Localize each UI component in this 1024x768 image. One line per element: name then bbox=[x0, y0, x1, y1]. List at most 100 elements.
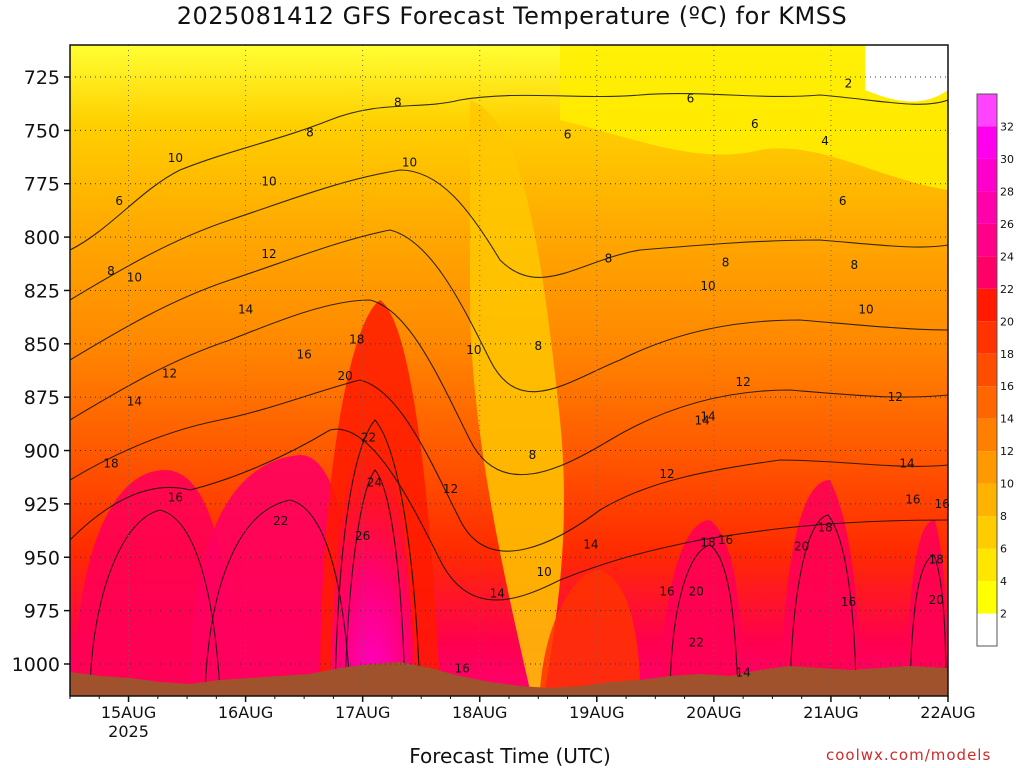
contour-label: 20 bbox=[689, 584, 704, 598]
colorbar-swatch bbox=[977, 256, 997, 289]
y-tick-label: 750 bbox=[24, 120, 60, 142]
terrain bbox=[70, 662, 948, 696]
contour-label: 18 bbox=[103, 456, 118, 470]
contour-label: 6 bbox=[751, 117, 759, 131]
x-tick-label: 22AUG bbox=[920, 703, 975, 722]
contour-label: 12 bbox=[888, 390, 903, 404]
x-tick-label: 18AUG bbox=[452, 703, 507, 722]
y-tick-label: 875 bbox=[24, 387, 60, 409]
colorbar-label: 30 bbox=[1000, 153, 1014, 166]
contour-label: 18 bbox=[349, 333, 364, 347]
colorbar-swatch bbox=[977, 288, 997, 322]
contour-label: 8 bbox=[107, 264, 115, 278]
contour-label: 16 bbox=[841, 595, 856, 609]
colorbar-swatch bbox=[977, 191, 997, 224]
contour-label: 16 bbox=[168, 490, 183, 504]
contour-label: 14 bbox=[238, 303, 253, 317]
colorbar-swatch bbox=[977, 353, 997, 387]
contour-label: 6 bbox=[115, 194, 123, 208]
colorbar-label: 22 bbox=[1000, 283, 1014, 296]
contour-label: 22 bbox=[361, 431, 376, 445]
colorbar-swatch bbox=[977, 516, 997, 549]
contour-label: 16 bbox=[718, 533, 733, 547]
contour-label: 20 bbox=[794, 540, 809, 554]
contour-label: 8 bbox=[722, 256, 730, 270]
contour-label: 22 bbox=[689, 636, 704, 650]
contour-label: 18 bbox=[700, 535, 715, 549]
contour-label: 18 bbox=[929, 552, 944, 566]
x-tick-label: 20AUG bbox=[686, 703, 741, 722]
y-tick-label: 950 bbox=[24, 547, 60, 569]
colorbar-label: 12 bbox=[1000, 445, 1014, 458]
axes: 725 750 775 800 825 850 875 900 925 950 975 1000 15A… bbox=[12, 44, 976, 741]
contour-label: 12 bbox=[261, 247, 276, 261]
y-tick-label: 800 bbox=[24, 227, 60, 249]
colorbar-label: 16 bbox=[1000, 380, 1014, 393]
chart-title: 2025081412 GFS Forecast Temperature (ºC)… bbox=[176, 2, 848, 30]
colorbar-frame bbox=[976, 93, 998, 647]
contour-label: 18 bbox=[817, 520, 832, 534]
y-tick-label: 775 bbox=[24, 174, 60, 196]
site-credit: coolwx.com/models bbox=[826, 746, 992, 764]
x-tick-label: 17AUG bbox=[335, 703, 390, 722]
contour-label: 2 bbox=[845, 76, 853, 90]
contour-label: 10 bbox=[127, 271, 142, 285]
colorbar-label: 26 bbox=[1000, 218, 1014, 231]
colorbar-label: 6 bbox=[1000, 543, 1007, 556]
contour-label: 22 bbox=[273, 514, 288, 528]
x-tick-label: 19AUG bbox=[569, 703, 624, 722]
colorbar-label: 4 bbox=[1000, 575, 1007, 588]
colorbar-swatch bbox=[977, 548, 997, 582]
contour-label: 14 bbox=[583, 537, 598, 551]
contour-label: 10 bbox=[168, 151, 183, 165]
contour-label: 14 bbox=[735, 666, 750, 680]
contour-label: 4 bbox=[821, 134, 829, 148]
y-tick-label: 850 bbox=[24, 334, 60, 356]
colorbar-swatch bbox=[977, 158, 997, 192]
contour-label: 12 bbox=[443, 482, 458, 496]
contour-label: 10 bbox=[700, 279, 715, 293]
colorbar-swatch bbox=[977, 418, 997, 452]
contour-label: 16 bbox=[455, 661, 470, 675]
contour-label: 14 bbox=[700, 409, 715, 423]
colorbar-swatch bbox=[977, 386, 997, 419]
colorbar-label: 14 bbox=[1000, 413, 1014, 426]
x-tick-label: 15AUG bbox=[101, 703, 156, 722]
y-tick-label: 900 bbox=[24, 441, 60, 463]
colorbar-swatch bbox=[977, 321, 997, 354]
contour-label: 24 bbox=[367, 476, 382, 490]
colorbar-swatch bbox=[977, 451, 997, 484]
contour-label: 20 bbox=[929, 593, 944, 607]
colorbar-label: 24 bbox=[1000, 250, 1014, 263]
y-tick-label: 825 bbox=[24, 280, 60, 302]
contour-label: 26 bbox=[355, 529, 370, 543]
contour-label: 14 bbox=[899, 456, 914, 470]
y-tick-label: 925 bbox=[24, 494, 60, 516]
colorbar-label: 18 bbox=[1000, 348, 1014, 361]
contour-label: 16 bbox=[296, 347, 311, 361]
contour-label: 10 bbox=[536, 565, 551, 579]
colorbar-swatch bbox=[977, 581, 997, 614]
y-tick-label: 1000 bbox=[12, 654, 60, 676]
contour-label: 14 bbox=[695, 414, 710, 428]
colorbar-label: 28 bbox=[1000, 185, 1014, 198]
contour-label: 8 bbox=[851, 258, 859, 272]
x-tick-label: 16AUG bbox=[218, 703, 273, 722]
y-tick-label: 975 bbox=[24, 601, 60, 623]
x-year-label: 2025 bbox=[108, 722, 149, 741]
contour-label: 10 bbox=[261, 175, 276, 189]
contour-label: 14 bbox=[127, 394, 142, 408]
contour-label: 16 bbox=[659, 584, 674, 598]
y-tick-label: 725 bbox=[24, 67, 60, 89]
contour-label: 10 bbox=[402, 155, 417, 169]
contour-label: 8 bbox=[529, 448, 537, 462]
colorbar-label: 8 bbox=[1000, 510, 1007, 523]
colorbar-label: 10 bbox=[1000, 478, 1014, 491]
contour-label: 16 bbox=[905, 493, 920, 507]
contour-label: 6 bbox=[564, 128, 572, 142]
colorbar-swatch bbox=[977, 223, 997, 257]
colorbar-swatch bbox=[977, 483, 997, 517]
